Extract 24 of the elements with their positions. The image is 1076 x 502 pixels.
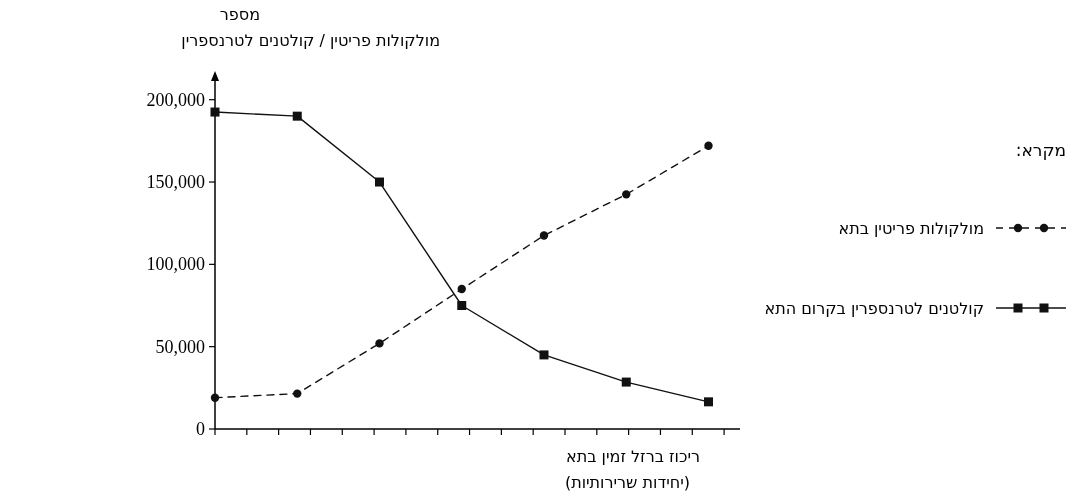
y-tick-label: 0 xyxy=(196,419,205,439)
point xyxy=(457,301,467,311)
point xyxy=(375,339,384,348)
point xyxy=(292,111,302,121)
y-tick-label: 100,000 xyxy=(146,254,205,275)
x-axis-title: ריכוז ברזל זמין בתא (יחידות שרירותיות) xyxy=(564,447,700,492)
point xyxy=(293,389,302,398)
point xyxy=(210,393,220,402)
point xyxy=(375,177,384,187)
y-tick-label: 150,000 xyxy=(146,172,205,193)
y-tick-label: 50,000 xyxy=(155,336,205,357)
y-tick-label: 200,000 xyxy=(146,89,205,110)
point xyxy=(539,350,549,360)
point xyxy=(210,107,220,117)
point xyxy=(621,377,631,387)
point xyxy=(539,231,549,240)
y-axis-title: מספר מולקולות פריטין / קולטנים לטרנספרין xyxy=(181,5,440,50)
point xyxy=(704,397,713,407)
point xyxy=(704,141,713,150)
legend-label: קולטנים לטרנספרין בקרום התא xyxy=(764,299,984,318)
point xyxy=(457,284,466,294)
legend-label: מולקולות פריטין בתא xyxy=(838,219,984,238)
point xyxy=(622,190,631,199)
legend-title: מקרא: xyxy=(1015,140,1066,160)
